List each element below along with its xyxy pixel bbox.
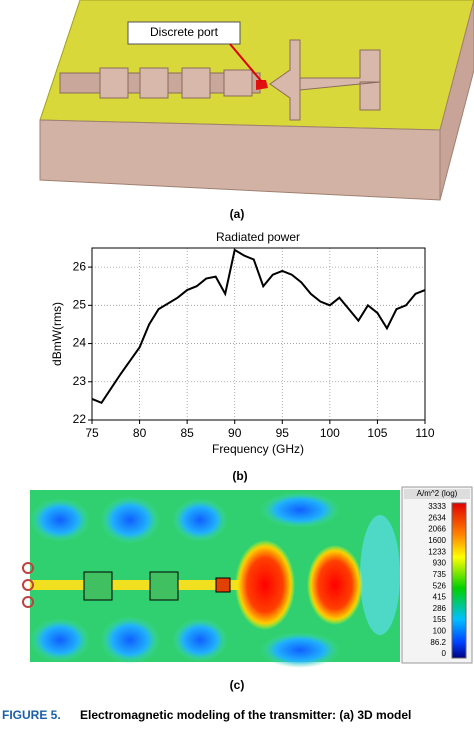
colorbar-label: 735 xyxy=(433,570,447,579)
colorbar-label: 3333 xyxy=(428,502,446,511)
y-tick-label: 22 xyxy=(73,412,87,426)
colorbar-title: A/m^2 (log) xyxy=(417,489,458,498)
colorbar-label: 2066 xyxy=(428,525,446,534)
panel-label: (a) xyxy=(230,207,245,221)
x-tick-label: 100 xyxy=(320,426,340,440)
x-tick-label: 105 xyxy=(367,426,387,440)
caption-figure: FIGURE 5. xyxy=(2,708,61,722)
chart: 22 23 24 25 26 75 80 85 90 95 100 105 110 xyxy=(73,247,435,440)
y-axis-label: dBmW(rms) xyxy=(50,302,64,366)
colorbar-label: 155 xyxy=(433,615,447,624)
colorbar-label: 286 xyxy=(433,604,447,613)
x-tick-label: 95 xyxy=(276,426,290,440)
x-tick-label: 80 xyxy=(133,426,147,440)
y-tick-label: 25 xyxy=(73,298,87,312)
model-3d xyxy=(39,0,474,201)
x-tick-label: 85 xyxy=(180,426,194,440)
y-tick-label: 26 xyxy=(73,259,87,273)
caption-text: Electromagnetic modeling of the transmit… xyxy=(80,708,411,722)
panel-label: (b) xyxy=(232,469,247,483)
y-tick-label: 23 xyxy=(73,374,87,388)
colorbar-label: 100 xyxy=(433,626,447,635)
colorbar-label: 0 xyxy=(442,649,447,658)
plot-frame xyxy=(91,247,426,421)
colorbar-label: 2634 xyxy=(428,513,446,522)
colorbar-labels: 3333 2634 2066 1600 1233 930 735 526 415 286 155 10… xyxy=(428,502,446,658)
annotation: Discrete port xyxy=(150,25,219,39)
colorbar-label: 1233 xyxy=(428,547,446,556)
colorbar-label: 1600 xyxy=(428,536,446,545)
x-tick-label: 75 xyxy=(85,426,99,440)
x-axis-label: Frequency (GHz) xyxy=(212,442,304,456)
field-plot xyxy=(18,486,473,668)
x-tick-label: 110 xyxy=(415,426,434,440)
colorbar-label: 930 xyxy=(433,559,447,568)
chart-title: Radiated power xyxy=(216,230,300,244)
data-line xyxy=(91,248,426,405)
x-tick-label: 90 xyxy=(228,426,242,440)
colorbar-label: 86.2 xyxy=(430,638,446,647)
colorbar-label: 415 xyxy=(433,593,447,602)
panel-label: (c) xyxy=(230,678,245,692)
y-tick-label: 24 xyxy=(73,336,87,350)
colorbar-label: 526 xyxy=(433,581,447,590)
